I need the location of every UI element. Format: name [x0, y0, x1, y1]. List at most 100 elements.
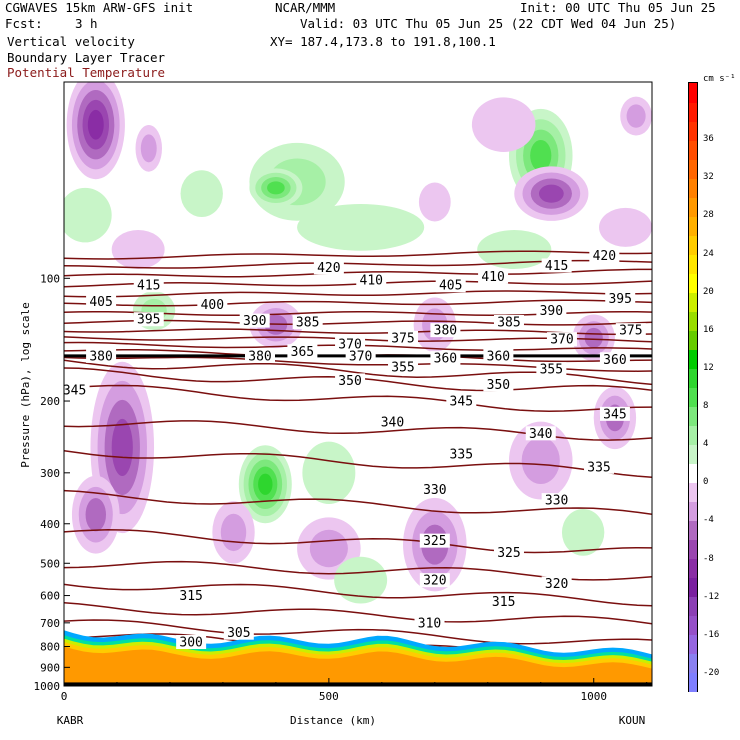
theta-label-2: 310	[418, 616, 441, 631]
vv-cell-11-1	[297, 203, 425, 251]
theta-contour-410	[64, 268, 652, 278]
theta-label-26: 370	[550, 333, 573, 348]
theta-label-bg-5	[419, 573, 450, 588]
theta-label-bg-3	[176, 588, 207, 603]
theta-label-12: 335	[587, 460, 610, 475]
field-vertical-velocity: Vertical velocity	[7, 34, 135, 49]
colorbar-cell	[689, 596, 697, 616]
colorbar-cell	[689, 539, 697, 559]
theta-label-6: 320	[545, 577, 568, 592]
theta-label-13: 340	[381, 415, 404, 430]
colorbar-tick-label: -8	[703, 553, 714, 564]
theta-label-bg-8	[493, 545, 524, 560]
boundary-layer-tracer	[64, 630, 652, 686]
vv-cell-1-2	[140, 134, 157, 163]
vv-cell-28-1	[334, 556, 388, 604]
theta-label-bg-15	[59, 383, 90, 398]
theta-label-24: 365	[291, 345, 314, 360]
header-init: Init: 00 UTC Thu 05 Jun 25	[520, 0, 716, 15]
theta-label-bg-28	[615, 323, 646, 338]
theta-label-31: 385	[296, 316, 319, 331]
header-model: CGWAVES 15km ARW-GFS init	[5, 0, 194, 15]
colorbar-cell	[689, 178, 697, 198]
vv-cell-22-2	[220, 513, 247, 552]
theta-label-bg-32	[239, 313, 270, 328]
theta-label-39: 410	[360, 274, 383, 289]
theta-label-bg-0	[176, 635, 207, 650]
colorbar-tick-label: 32	[703, 172, 714, 183]
vv-cell-14-1	[111, 230, 165, 270]
vv-cell-10-1	[418, 182, 451, 222]
header-fcst-label: Fcst:	[5, 16, 43, 31]
theta-label-44: 420	[593, 249, 616, 264]
theta-label-27: 375	[391, 331, 414, 346]
theta-label-21: 355	[540, 363, 563, 378]
colorbar-cell	[689, 330, 697, 350]
colorbar-cell	[689, 672, 697, 692]
colorbar-tick-label: 4	[703, 439, 709, 450]
theta-label-41: 415	[137, 279, 160, 294]
colorbar-tick-label: 20	[703, 286, 714, 297]
theta-label-bg-2	[414, 615, 445, 630]
theta-label-bg-37	[86, 294, 117, 309]
y-tick-label-100: 100	[40, 272, 60, 285]
theta-contour-305	[64, 619, 652, 645]
colorbar-cell	[689, 273, 697, 293]
colorbar-tick-label: 8	[703, 401, 709, 412]
theta-label-32: 390	[243, 314, 266, 329]
theta-label-bg-46	[245, 348, 275, 363]
colorbar-cell	[689, 482, 697, 502]
theta-contour-395	[64, 299, 652, 307]
theta-label-bg-30	[493, 315, 524, 330]
theta-label-bg-16	[446, 394, 477, 409]
colorbar-tick-label: -12	[703, 591, 720, 602]
theta-label-bg-40	[478, 269, 509, 284]
theta-label-bg-33	[536, 303, 567, 318]
y-tick-label-900: 900	[40, 661, 60, 674]
theta-label-bg-20	[388, 359, 419, 374]
colorbar-cell	[689, 121, 697, 141]
theta-label-7: 325	[423, 534, 446, 549]
colorbar-tick-label: 28	[703, 210, 714, 221]
colorbar-cell	[689, 254, 697, 274]
theta-contour-400	[64, 290, 652, 298]
colorbar-cell	[689, 216, 697, 236]
colorbar-tick-label: 0	[703, 477, 709, 488]
y-tick-label-600: 600	[40, 590, 60, 603]
colorbar-cell	[689, 653, 697, 673]
theta-label-bg-23	[599, 352, 630, 367]
theta-label-37: 405	[89, 295, 112, 310]
theta-label-42: 415	[545, 259, 568, 274]
colorbar-tick-label: 16	[703, 324, 714, 335]
colorbar-cell	[689, 406, 697, 426]
theta-contour-330	[64, 489, 652, 515]
theta-label-14: 340	[529, 427, 552, 442]
vv-cell-7-1	[471, 97, 536, 152]
theta-label-29: 380	[434, 324, 457, 339]
theta-label-47: 370	[349, 349, 372, 364]
header-center: NCAR/MMM	[275, 0, 336, 15]
theta-label-5: 320	[423, 574, 446, 589]
vv-cell-17-3	[584, 327, 603, 348]
field-boundary-layer-tracer: Boundary Layer Tracer	[7, 50, 166, 65]
vv-cell-8-2	[626, 104, 646, 128]
theta-label-bg-47	[345, 348, 376, 363]
theta-contour-420	[64, 250, 652, 260]
colorbar-cell	[689, 425, 697, 445]
theta-label-43: 420	[317, 261, 340, 276]
theta-label-11: 335	[450, 448, 473, 463]
theta-label-15: 345	[63, 384, 86, 399]
colorbar-cell	[689, 444, 697, 464]
theta-label-45: 380	[89, 349, 112, 364]
theta-label-bg-17	[599, 406, 630, 421]
theta-label-16: 345	[450, 395, 473, 410]
theta-label-bg-31	[292, 315, 323, 330]
colorbar-cell	[689, 235, 697, 255]
theta-label-25: 370	[338, 338, 361, 353]
theta-label-18: 350	[338, 374, 361, 389]
theta-label-bg-1	[223, 625, 254, 640]
colorbar-tick-label: 24	[703, 248, 714, 259]
theta-label-38: 405	[439, 279, 462, 294]
y-tick-label-800: 800	[40, 640, 60, 653]
y-tick-label-700: 700	[40, 617, 60, 630]
